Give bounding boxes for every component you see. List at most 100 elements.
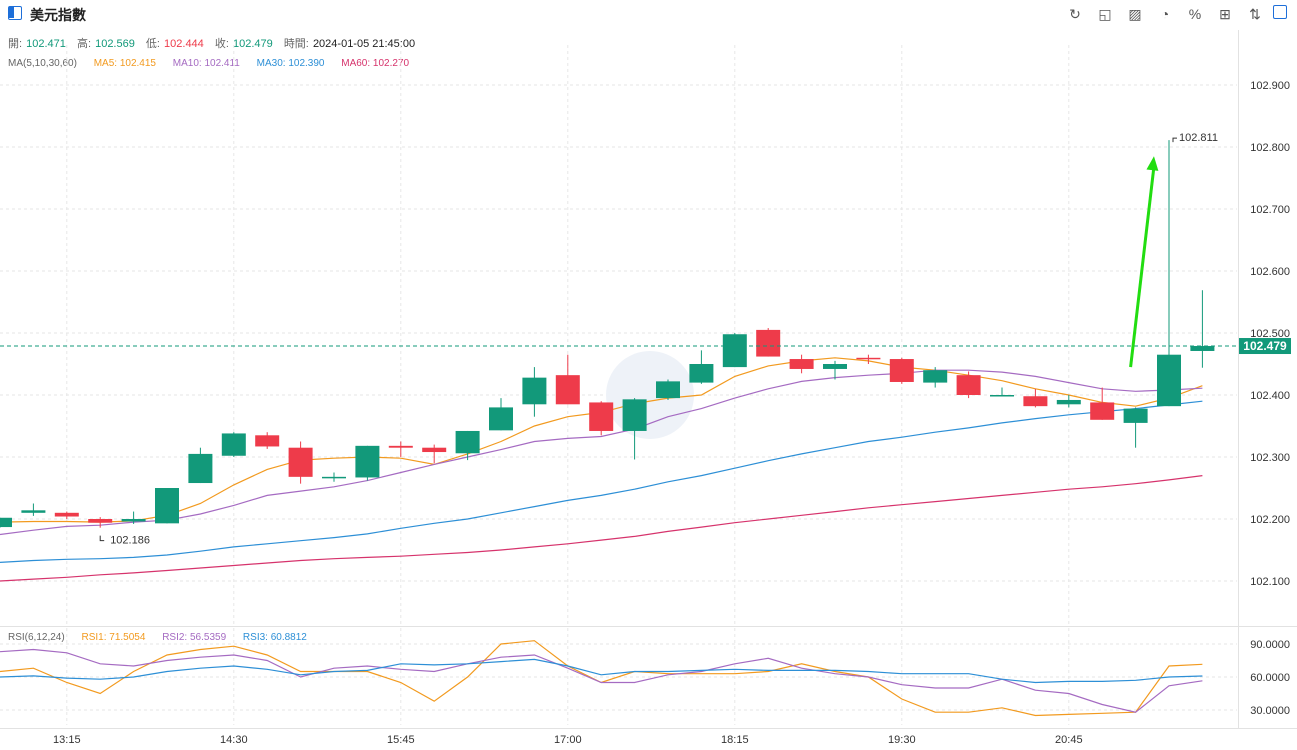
candle-body (489, 407, 513, 431)
candle (1023, 388, 1048, 408)
candle-body (388, 445, 413, 448)
candle (789, 354, 814, 374)
candle-body (722, 334, 747, 368)
candle (288, 441, 313, 484)
candle-body (54, 512, 79, 517)
candle-body (121, 519, 146, 522)
low-label: 低: (145, 38, 160, 50)
candle-body (656, 381, 680, 399)
candle (555, 354, 580, 405)
ma-line-ma10 (0, 369, 1203, 536)
y-tick-label: 102.500 (1250, 328, 1290, 340)
open-value: 102.471 (26, 38, 66, 50)
candle-body (1023, 396, 1048, 407)
panel-icon[interactable] (1273, 5, 1287, 19)
refresh-icon[interactable]: ↻ (1069, 6, 1081, 22)
rsi-line-rsi1 (0, 640, 1203, 717)
candle (990, 387, 1014, 397)
candle-body (355, 445, 380, 478)
candle (889, 357, 914, 384)
high-label: 高: (76, 38, 92, 50)
updown-icon[interactable]: ⇅ (1249, 6, 1261, 22)
ma-legend-title: MA(5,10,30,60) (8, 58, 77, 69)
candle (255, 432, 280, 449)
candle-body (589, 402, 614, 431)
candle-body (1090, 402, 1115, 420)
image-icon[interactable]: ▨ (1128, 6, 1142, 22)
candle (88, 517, 113, 528)
candle (422, 444, 447, 464)
candle (689, 350, 714, 384)
x-tick-label: 14:30 (220, 734, 248, 746)
y-tick-label: 102.600 (1250, 266, 1290, 278)
candle-body (823, 364, 847, 369)
grid-icon[interactable]: ⊞ (1219, 6, 1231, 22)
ma-line-ma5 (0, 357, 1203, 523)
candle (54, 511, 79, 519)
candle (756, 328, 781, 357)
candle (656, 379, 680, 400)
x-tick-label: 19:30 (888, 734, 916, 746)
rsi-legend-title: RSI(6,12,24) (8, 632, 65, 643)
draw-icon[interactable]: ◱ (1098, 6, 1112, 22)
candle (1157, 140, 1181, 407)
candle (455, 430, 480, 461)
last-price-label: 102.479 (1243, 339, 1287, 353)
close-label: 收: (214, 38, 229, 50)
rsi1-legend: RSI1: 71.5054 (81, 632, 146, 643)
candle (589, 401, 614, 436)
ma-legend: MA(5,10,30,60) MA5: 102.415 MA10: 102.41… (8, 58, 409, 69)
candle (322, 472, 346, 482)
rsi2-legend: RSI2: 56.5359 (162, 632, 227, 643)
candle (522, 367, 547, 417)
low-value: 102.444 (164, 38, 204, 50)
candle-body (88, 519, 113, 523)
x-tick-label: 15:45 (387, 734, 415, 746)
rsi-legend: RSI(6,12,24) RSI1: 71.5054 RSI2: 56.5359… (8, 632, 307, 643)
candle (388, 441, 413, 457)
ma5-legend: MA5: 102.415 (93, 58, 156, 69)
high-value: 102.569 (95, 38, 135, 50)
percent-icon[interactable]: % (1188, 6, 1202, 22)
candle-body (1157, 354, 1181, 407)
x-tick-label: 17:00 (554, 734, 582, 746)
candle-body (188, 453, 213, 484)
last-price-badge (1239, 338, 1291, 355)
candle-body (622, 399, 647, 431)
rsi-y-tick-label: 90.0000 (1250, 639, 1290, 651)
x-tick-label: 20:45 (1055, 734, 1083, 746)
candle-body (856, 357, 881, 360)
candle (923, 367, 948, 388)
pie-icon[interactable]: ◔ (1160, 6, 1170, 22)
ma30-legend: MA30: 102.390 (256, 58, 325, 69)
candle-body (422, 447, 447, 453)
open-label: 開: (8, 38, 23, 50)
rsi-y-tick-label: 60.0000 (1250, 672, 1290, 684)
ma60-legend: MA60: 102.270 (341, 58, 410, 69)
x-tick-label: 18:15 (721, 734, 749, 746)
candle-body (1190, 346, 1215, 351)
ma-line-ma30 (0, 400, 1203, 563)
rsi-line-rsi3 (0, 658, 1203, 684)
candle (1056, 395, 1081, 408)
candle-body (0, 517, 12, 528)
candle-body (956, 375, 981, 395)
candle (0, 517, 12, 528)
close-value: 102.479 (232, 38, 273, 50)
y-tick-label: 102.900 (1250, 80, 1290, 92)
top-bar: 美元指數 ↻ ◱ ▨ ◔ % ⊞ ⇅ (0, 0, 1297, 28)
candle-body (288, 447, 313, 477)
candle (823, 360, 847, 380)
candle (622, 398, 647, 460)
candle-body (555, 375, 580, 405)
candle-body (756, 329, 781, 357)
rsi-y-tick-label: 30.0000 (1250, 705, 1290, 717)
candle (956, 371, 981, 399)
candle (1123, 407, 1148, 448)
ma-line-ma60 (0, 475, 1203, 582)
candle (1090, 387, 1115, 420)
candle-body (789, 359, 814, 369)
candle-body (522, 377, 547, 405)
candle-body (21, 510, 46, 513)
